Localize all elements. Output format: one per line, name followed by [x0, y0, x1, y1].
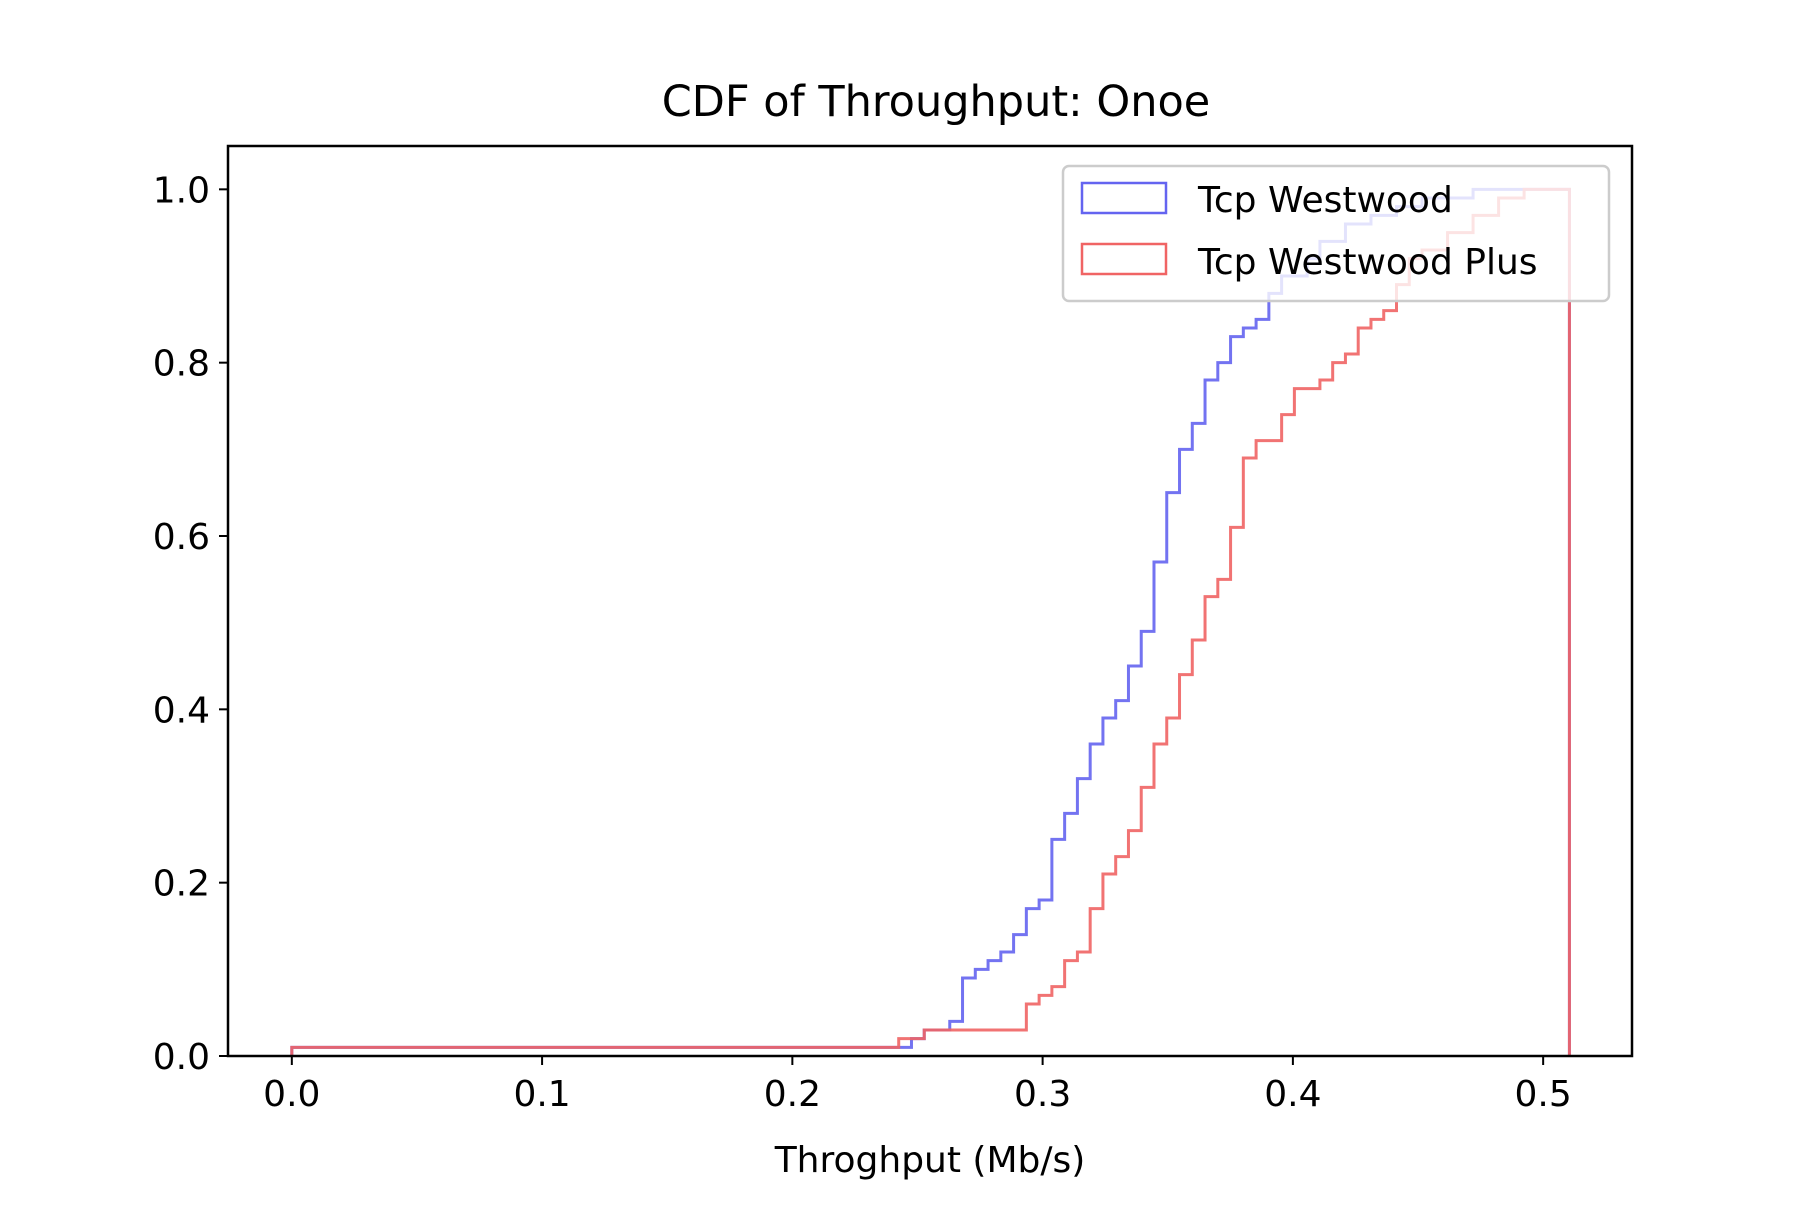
- x-tick-label: 0.0: [263, 1074, 320, 1115]
- legend-swatch-tcp-westwood-plus: [1080, 242, 1168, 276]
- x-ticks: 0.0 0.1 0.2 0.3 0.4 0.5: [263, 1056, 1572, 1115]
- y-tick-label: 0.8: [153, 344, 210, 385]
- chart-title: CDF of Throughput: Onoe: [662, 77, 1210, 127]
- legend-swatch-tcp-westwood: [1080, 181, 1168, 215]
- x-tick-label: 0.3: [1014, 1074, 1071, 1115]
- y-tick-label: 1.0: [153, 170, 210, 211]
- x-axis-label: Throghput (Mb/s): [774, 1140, 1086, 1181]
- legend-label-tcp-westwood: Tcp Westwood: [1197, 180, 1453, 221]
- plot-frame: [226, 144, 1634, 1058]
- x-tick-label: 0.4: [1264, 1074, 1321, 1115]
- legend-frame: [1061, 164, 1611, 303]
- x-tick-label: 0.1: [513, 1074, 570, 1115]
- y-tick-label: 0.4: [153, 690, 210, 731]
- y-tick-label: 0.6: [153, 517, 210, 558]
- y-ticks: 0.0 0.2 0.4 0.6 0.8 1.0: [153, 170, 228, 1078]
- y-tick-label: 0.0: [153, 1037, 210, 1078]
- legend: Tcp Westwood Tcp Westwood Plus: [1061, 164, 1611, 303]
- y-tick-label: 0.2: [153, 864, 210, 905]
- x-tick-label: 0.5: [1515, 1074, 1572, 1115]
- x-tick-label: 0.2: [764, 1074, 821, 1115]
- legend-label-tcp-westwood-plus: Tcp Westwood Plus: [1197, 242, 1538, 283]
